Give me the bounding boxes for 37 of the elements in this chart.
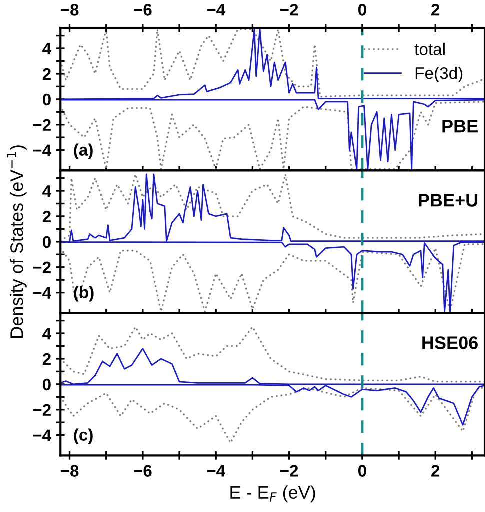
x2-tick-label: −8 (60, 4, 79, 16)
x-tick-label: −8 (60, 465, 79, 477)
y-tick-label: 4 (42, 328, 52, 340)
x2-tick-label: −2 (280, 4, 298, 16)
x-tick-label: 0 (358, 465, 366, 477)
annotation: (a) (74, 144, 93, 160)
y-tick-label: 2 (42, 210, 51, 223)
y-axis-title: Density of States (eV$^{−1}$) (6, 146, 27, 338)
y-tick-label: −4 (33, 144, 52, 156)
y-tick-label: 2 (42, 353, 51, 366)
x-tick-label: −4 (207, 465, 226, 477)
annotation: PBE+U (419, 194, 478, 207)
y-tick-label: −4 (33, 287, 52, 299)
y-tick-label: 4 (42, 43, 52, 55)
x2-tick-label: −6 (134, 4, 152, 16)
y-tick-label: −2 (33, 119, 51, 131)
x2-tick-label: 2 (432, 4, 440, 16)
y-tick-label: −2 (33, 404, 51, 416)
annotation: HSE06 (422, 336, 478, 350)
x-tick-label: 2 (432, 465, 440, 477)
x-tick-label: −2 (280, 465, 298, 477)
y-tick-label: 0 (42, 94, 51, 106)
legend-label: Fe(3d) (416, 67, 463, 83)
x2-tick-label: −4 (207, 4, 226, 16)
annotation: (c) (74, 428, 93, 444)
y-tick-label: 0 (42, 378, 51, 391)
y-tick-label: −4 (33, 430, 52, 442)
y-tick-label: −2 (33, 262, 51, 274)
annotation: PBE (442, 120, 478, 133)
x-tick-label: −6 (134, 465, 152, 477)
annotation: (b) (74, 286, 94, 302)
x-axis-title: E - E$_{F}$ (eV) (230, 486, 316, 503)
y-tick-label: 0 (42, 236, 51, 248)
x2-tick-label: 0 (358, 4, 366, 16)
y-tick-label: 2 (42, 68, 51, 80)
y-tick-label: 4 (42, 186, 52, 198)
legend-label: total (414, 43, 445, 56)
